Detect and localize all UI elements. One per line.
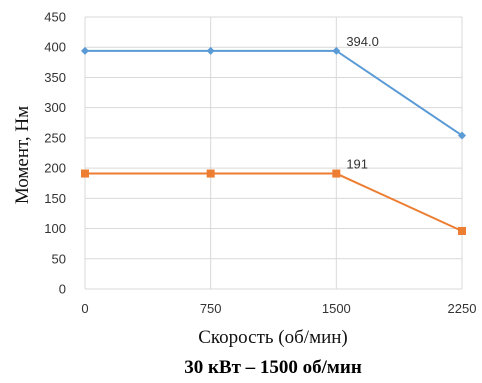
grid-lines	[84, 16, 463, 290]
y-tick-label-4: 200	[44, 161, 66, 176]
x-tick-label-2: 1500	[322, 301, 351, 316]
series-1-point-3	[458, 226, 466, 235]
series-0-point-1	[206, 46, 215, 55]
series-0-line	[85, 49, 463, 137]
series-1-point-0	[81, 169, 89, 178]
series-0-point-3	[458, 131, 466, 140]
y-tick-label-8: 400	[44, 40, 66, 55]
chart-title: 30 кВт – 1500 об/мин	[184, 357, 362, 378]
y-axis-ticks: 0 50 100 150 200 250 300 350 400 450	[44, 10, 66, 297]
x-tick-label-3: 2250	[448, 301, 477, 316]
series-0-point-0	[81, 46, 89, 55]
data-label-0: 394.0	[346, 34, 379, 49]
y-tick-label-5: 250	[44, 130, 66, 145]
y-tick-label-7: 350	[44, 70, 66, 85]
y-tick-label-9: 450	[44, 10, 66, 25]
series-1-line	[85, 172, 463, 232]
y-tick-label-2: 100	[44, 221, 66, 236]
x-axis-ticks: 0 750 1500 2250	[81, 301, 476, 316]
series-1-point-2	[332, 169, 341, 178]
x-tick-label-1: 750	[200, 301, 222, 316]
data-labels: 394.0 191	[346, 34, 379, 172]
y-axis-title: Момент, Нм	[12, 106, 33, 204]
y-tick-label-6: 300	[44, 100, 66, 115]
data-label-1: 191	[346, 157, 368, 172]
y-tick-label-0: 0	[59, 282, 66, 297]
series-lines	[81, 46, 466, 235]
series-0-point-2	[332, 46, 341, 55]
y-tick-label-1: 50	[52, 251, 66, 266]
x-tick-label-0: 0	[81, 301, 88, 316]
y-tick-label-3: 150	[44, 191, 66, 206]
series-1-point-1	[206, 169, 215, 178]
x-axis-title: Скорость (об/мин)	[198, 327, 348, 348]
